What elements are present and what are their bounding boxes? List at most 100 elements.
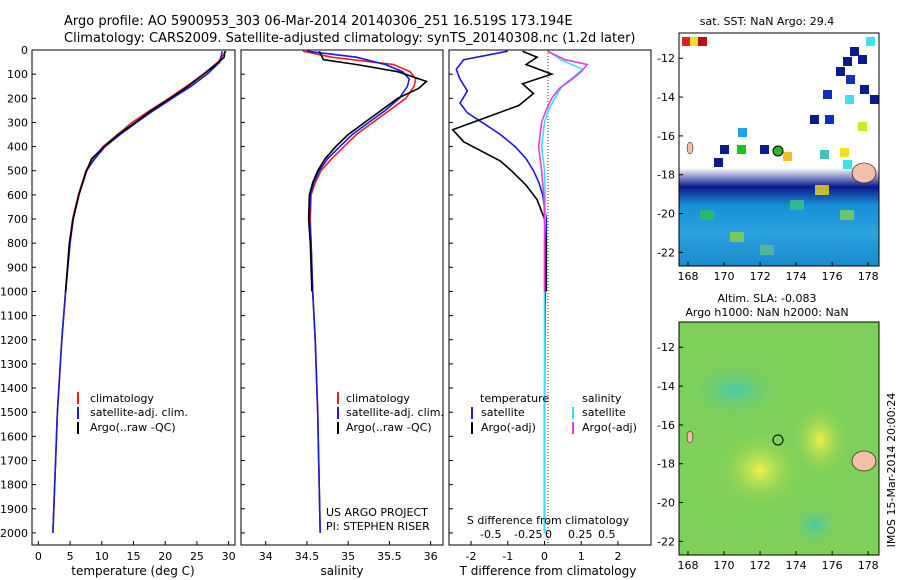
depth-tick-label: 500 [7, 165, 28, 178]
depth-tick-label: 1100 [0, 310, 28, 323]
sal-legend-argo-label: Argo(..raw -QC) [346, 421, 432, 434]
sal-legend-climatology-label: climatology [346, 392, 410, 405]
sst-pixel [700, 210, 714, 220]
depth-tick-label: 100 [7, 68, 28, 81]
s-tick-3: 0 [545, 528, 552, 541]
sst-pixel [810, 115, 819, 124]
x-tick-label: -2 [466, 550, 477, 563]
lon-tick-label: 168 [678, 559, 699, 572]
lon-tick-label: 176 [822, 270, 843, 283]
series-line-satellite-adj-clim- [306, 50, 411, 533]
header-line2: Climatology: CARS2009. Satellite-adjuste… [64, 31, 636, 46]
x-tick-label: -1 [502, 550, 513, 563]
depth-tick-label: 400 [7, 141, 28, 154]
sst-map-title: sat. SST: NaN Argo: 29.4 [700, 15, 834, 28]
altim-map-axes: 168 170 172 174 176 178 -12 -14 -16 -18 -20 -22 [657, 341, 879, 572]
x-tick-label: 0 [35, 550, 42, 563]
x-tick-label: 5 [67, 550, 74, 563]
depth-tick-label: 1700 [0, 454, 28, 467]
depth-tick-label: 800 [7, 237, 28, 250]
depth-tick-label: 300 [7, 116, 28, 129]
lat-tick-label: -14 [657, 91, 675, 104]
legend-satellite-label: satellite-adj. clim. [90, 406, 188, 419]
sst-pixel [858, 55, 867, 64]
temperature-lines [52, 50, 227, 533]
lon-tick-label: 172 [750, 559, 771, 572]
lat-tick-label: -16 [657, 130, 675, 143]
depth-tick-label: 600 [7, 189, 28, 202]
series-line-climatology [302, 50, 417, 533]
sst-argo-marker [772, 145, 784, 157]
depth-tick-label: 1800 [0, 479, 28, 492]
diff-legend-temperature-title: temperature [480, 392, 549, 405]
legend-argo-label: Argo(..raw -QC) [90, 421, 176, 434]
s-difference-label: S difference from climatology [467, 514, 630, 527]
sst-pixel [843, 160, 852, 169]
lat-tick-label: -12 [657, 52, 675, 65]
series-line-argo-raw-qc- [64, 51, 226, 292]
depth-tick-label: 1400 [0, 382, 28, 395]
altim-high-blob-1 [715, 430, 805, 510]
altim-map [679, 322, 879, 555]
x-tick-label: 35 [341, 550, 355, 563]
sst-pixel [860, 85, 869, 94]
lon-tick-label: 174 [786, 270, 807, 283]
series-line-climatology [52, 50, 227, 533]
sst-pixel [682, 37, 691, 46]
sst-pixel [840, 210, 854, 220]
lon-tick-label: 176 [822, 559, 843, 572]
altim-island-vanuatu [686, 430, 694, 444]
sst-pixel [760, 245, 774, 255]
sst-patches [682, 37, 879, 255]
altim-map-frame [678, 321, 880, 556]
x-tick-label: 34.5 [295, 550, 320, 563]
x-tick-label: 30 [222, 550, 236, 563]
series-line-satellite-adj-clim- [52, 51, 224, 533]
sst-pixel [866, 37, 875, 46]
diff-legend-s-argo-label: Argo(-adj) [582, 421, 637, 434]
header-line1: Argo profile: AO 5900953_303 06-Mar-2014… [64, 14, 573, 29]
lon-tick-label: 170 [714, 559, 735, 572]
sst-pixel [690, 37, 699, 46]
sst-pixel [823, 90, 832, 99]
x-tick-label: 20 [158, 550, 172, 563]
lat-tick-label: -20 [657, 497, 675, 510]
depth-tick-label: 1200 [0, 334, 28, 347]
x-tick-label: 35.5 [377, 550, 402, 563]
altim-island-fiji [851, 450, 877, 472]
series-line-salinity-argo-adj- [537, 50, 589, 292]
sst-pixel [825, 115, 834, 124]
t-difference-label: T difference from climatology [459, 564, 637, 578]
salinity-panel [240, 49, 444, 546]
lat-tick-label: -16 [657, 419, 675, 432]
lat-tick-label: -18 [657, 169, 675, 182]
altim-argo-marker [772, 434, 784, 446]
salinity-x-label: salinity [320, 564, 363, 578]
sal-legend-satellite-label: satellite-adj. clim. [346, 406, 444, 419]
sst-pixel [820, 150, 829, 159]
altim-title-line1: Altim. SLA: -0.083 [717, 292, 816, 305]
sst-map [679, 33, 879, 266]
project-line2: PI: STEPHEN RISER [326, 520, 430, 533]
lat-tick-label: -22 [657, 535, 675, 548]
s-tick-1: -0.5 [480, 528, 501, 541]
sst-pixel [730, 232, 744, 242]
diff-legend-salinity-title: salinity [582, 392, 622, 405]
s-tick-2: -0.25 [514, 528, 542, 541]
x-tick-label: 25 [190, 550, 204, 563]
altim-title-line2: Argo h1000: NaN h2000: NaN [685, 306, 848, 319]
lon-tick-label: 178 [858, 559, 879, 572]
legend-climatology-label: climatology [90, 392, 154, 405]
lon-tick-label: 174 [786, 559, 807, 572]
difference-x-axis: -2 -1 0 1 2 [466, 541, 621, 563]
altim-low-blob-1 [685, 360, 785, 420]
difference-panel [448, 49, 652, 546]
series-line-salinity-satellite [540, 50, 585, 533]
depth-axis: 0 100 200 300 400 500 600 700 800 900 1000 1100 1200… [0, 44, 453, 540]
depth-tick-label: 700 [7, 213, 28, 226]
sst-pixel [858, 122, 867, 131]
x-tick-label: 10 [95, 550, 109, 563]
temperature-x-label: temperature (deg C) [71, 564, 194, 578]
sst-map-axes: 168 170 172 174 176 178 -12 -14 -16 -18 -20 -22 [657, 52, 879, 283]
series-line-temperature-argo-adj- [451, 50, 555, 292]
